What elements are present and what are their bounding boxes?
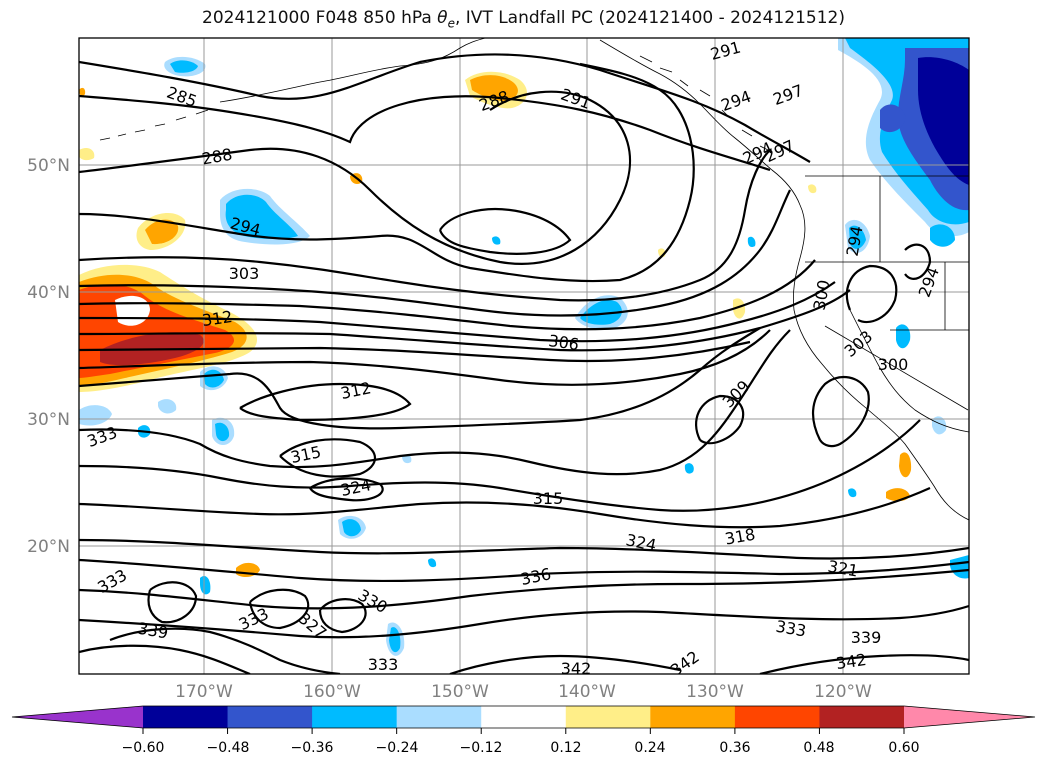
contour-label: 339: [851, 628, 882, 647]
latitude-labels: 50°N 40°N 30°N 20°N: [27, 156, 70, 557]
colorbar-tick-label: −0.60: [122, 740, 165, 756]
lat-label-40n: 40°N: [27, 283, 70, 303]
lon-label-130w: 130°W: [686, 682, 744, 702]
lat-label-30n: 30°N: [27, 410, 70, 430]
colorbar-tick-labels: −0.60 −0.48 −0.36 −0.24 −0.12 0.12 0.24 …: [122, 740, 920, 756]
lon-label-120w: 120°W: [814, 682, 872, 702]
colorbar-cell: [819, 706, 905, 728]
colorbar-extend-high: [904, 706, 1035, 728]
colorbar-tick-label: 0.60: [888, 740, 919, 756]
colorbar-tick-label: −0.24: [376, 740, 419, 756]
map-plot-area: 291 294 297 285 288 291 294 297 288 294 …: [79, 38, 969, 678]
colorbar-cell: [227, 706, 313, 728]
colorbar-tick-label: 0.36: [719, 740, 750, 756]
shading-negative: [79, 38, 969, 656]
contour-label: 342: [835, 650, 868, 673]
lat-label-50n: 50°N: [27, 156, 70, 176]
colorbar-cell: [396, 706, 482, 728]
colorbar-ticks: [142, 728, 905, 734]
colorbar-extend-low: [12, 706, 143, 728]
colorbar-tick-label: 0.12: [550, 740, 581, 756]
contour-label: 312: [201, 307, 234, 330]
colorbar-cell: [565, 706, 651, 728]
colorbar-tick-label: 0.24: [634, 740, 665, 756]
lon-label-150w: 150°W: [431, 682, 489, 702]
contour-label: 342: [561, 659, 592, 678]
map-title: 2024121000 F048 850 hPa θe, IVT Landfall…: [202, 8, 845, 31]
contour-label: 333: [368, 655, 399, 674]
colorbar-cell: [734, 706, 820, 728]
colorbar-tick-label: −0.12: [460, 740, 503, 756]
colorbar-tick-label: −0.36: [291, 740, 334, 756]
lat-label-20n: 20°N: [27, 537, 70, 557]
colorbar-cell: [481, 706, 567, 728]
contour-label: 303: [229, 264, 260, 283]
colorbar-cell: [143, 706, 229, 728]
contour-label: 300: [878, 355, 909, 374]
lon-label-160w: 160°W: [303, 682, 361, 702]
colorbar-cell: [650, 706, 736, 728]
colorbar-cells: [143, 706, 905, 728]
colorbar: −0.60 −0.48 −0.36 −0.24 −0.12 0.12 0.24 …: [11, 705, 1036, 756]
gridlines: [79, 38, 969, 674]
colorbar-tick-label: −0.48: [207, 740, 250, 756]
longitude-labels: 170°W 160°W 150°W 140°W 130°W 120°W: [175, 682, 872, 702]
lon-label-140w: 140°W: [558, 682, 616, 702]
theta-e-contours: [79, 53, 969, 674]
colorbar-tick-label: 0.48: [803, 740, 834, 756]
contour-label: 315: [533, 489, 564, 508]
lon-label-170w: 170°W: [175, 682, 233, 702]
contour-label: 306: [547, 331, 580, 354]
colorbar-cell: [312, 706, 398, 728]
contour-labels: 291 294 297 285 288 291 294 297 288 294 …: [85, 38, 943, 678]
map-frame: [78, 37, 970, 675]
